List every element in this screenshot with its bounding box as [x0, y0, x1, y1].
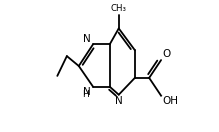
Text: N: N [83, 34, 91, 44]
Text: CH₃: CH₃ [111, 4, 127, 13]
Text: H: H [83, 90, 89, 99]
Text: O: O [162, 49, 171, 59]
Text: N: N [115, 96, 123, 106]
Text: OH: OH [162, 96, 178, 106]
Text: N: N [83, 87, 91, 97]
